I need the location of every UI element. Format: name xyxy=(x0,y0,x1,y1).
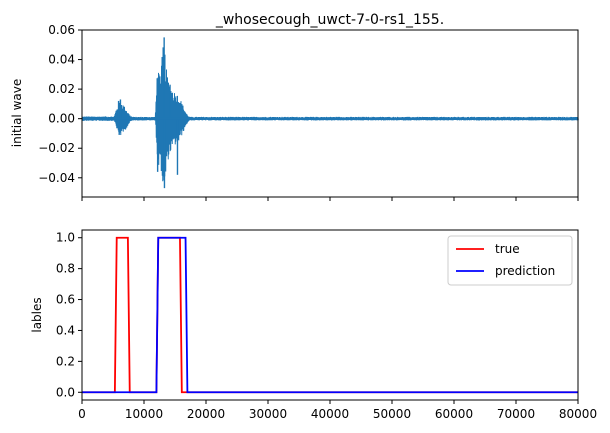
labels-y-tick-label: 0.4 xyxy=(56,323,75,337)
wave-y-tick-label: −0.02 xyxy=(38,141,75,155)
labels-x-tick-label: 60000 xyxy=(435,407,473,421)
labels-y-tick-label: 0.8 xyxy=(56,262,75,276)
labels-x-tick-label: 50000 xyxy=(373,407,411,421)
wave-x-axis xyxy=(81,197,579,201)
labels-x-axis: 0 10000 20000 30000 40000 50000 60000 70000 8000… xyxy=(78,400,597,421)
wave-y-axis-label: initial wave xyxy=(10,79,24,147)
labels-panel: 0.0 0.2 0.4 0.6 0.8 1.0 0 10000 20000 30000 40000… xyxy=(30,229,597,421)
wave-y-tick-label: −0.04 xyxy=(38,171,75,185)
labels-y-axis-label: lables xyxy=(30,297,44,332)
wave-y-tick-label: 0.04 xyxy=(48,53,75,67)
wave-series xyxy=(81,37,579,189)
wave-line xyxy=(81,47,579,182)
labels-x-tick-label: 0 xyxy=(78,407,86,421)
labels-x-tick-label: 10000 xyxy=(125,407,163,421)
legend: true prediction xyxy=(447,235,573,286)
labels-y-tick-label: 0.0 xyxy=(56,385,75,399)
legend-label-true: true xyxy=(495,242,520,256)
labels-x-tick-label: 80000 xyxy=(559,407,597,421)
wave-panel: _whosecough_uwct-7-0-rs1_155. −0.04 −0.02… xyxy=(10,12,579,201)
chart-title: _whosecough_uwct-7-0-rs1_155. xyxy=(215,12,444,28)
labels-series xyxy=(82,236,578,394)
labels-x-tick-label: 40000 xyxy=(311,407,349,421)
labels-y-axis: 0.0 0.2 0.4 0.6 0.8 1.0 xyxy=(56,231,82,399)
labels-x-tick-label: 20000 xyxy=(187,407,225,421)
labels-x-tick-label: 70000 xyxy=(497,407,535,421)
wave-y-tick-label: 0.00 xyxy=(48,112,75,126)
legend-label-prediction: prediction xyxy=(495,264,555,278)
labels-x-tick-label: 30000 xyxy=(249,407,287,421)
wave-y-axis: −0.04 −0.02 0.00 0.02 0.04 0.06 xyxy=(38,23,82,185)
labels-y-tick-label: 0.6 xyxy=(56,293,75,307)
labels-y-tick-label: 1.0 xyxy=(56,231,75,245)
wave-y-tick-label: 0.02 xyxy=(48,82,75,96)
series-line-prediction xyxy=(82,236,578,394)
wave-y-tick-label: 0.06 xyxy=(48,23,75,37)
labels-y-tick-label: 0.2 xyxy=(56,354,75,368)
